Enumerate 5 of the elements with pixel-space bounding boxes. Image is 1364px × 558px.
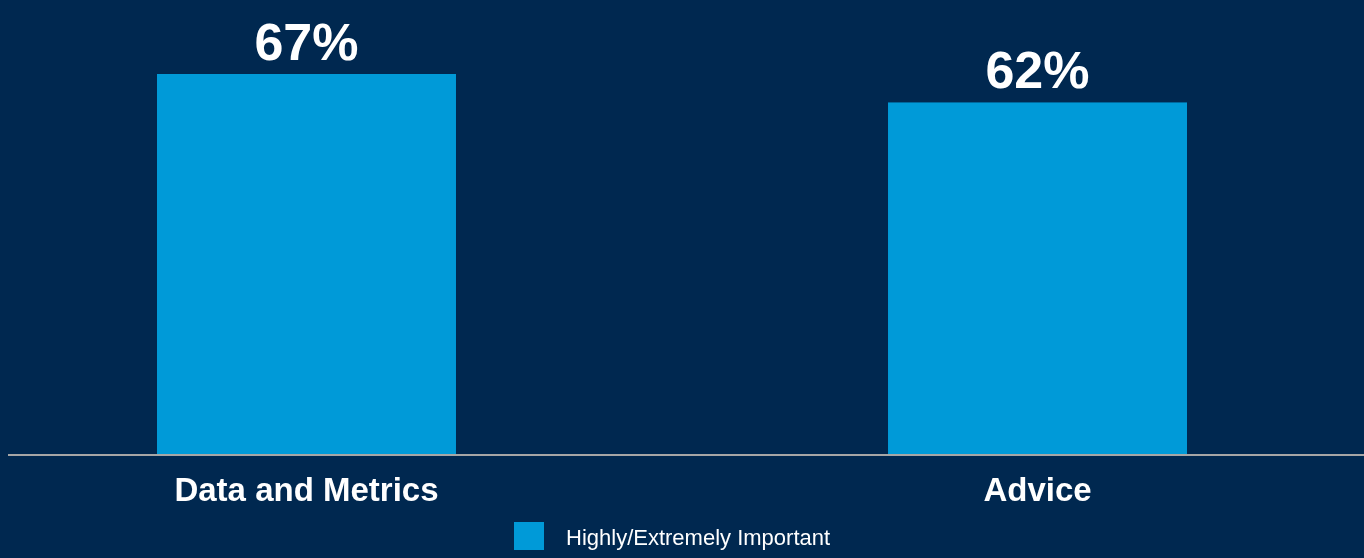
legend-label: Highly/Extremely Important (566, 525, 831, 550)
x-tick-label: Advice (983, 471, 1092, 508)
x-tick-label: Data and Metrics (174, 471, 439, 508)
data-label: 67% (254, 13, 359, 71)
data-label: 62% (985, 41, 1090, 100)
